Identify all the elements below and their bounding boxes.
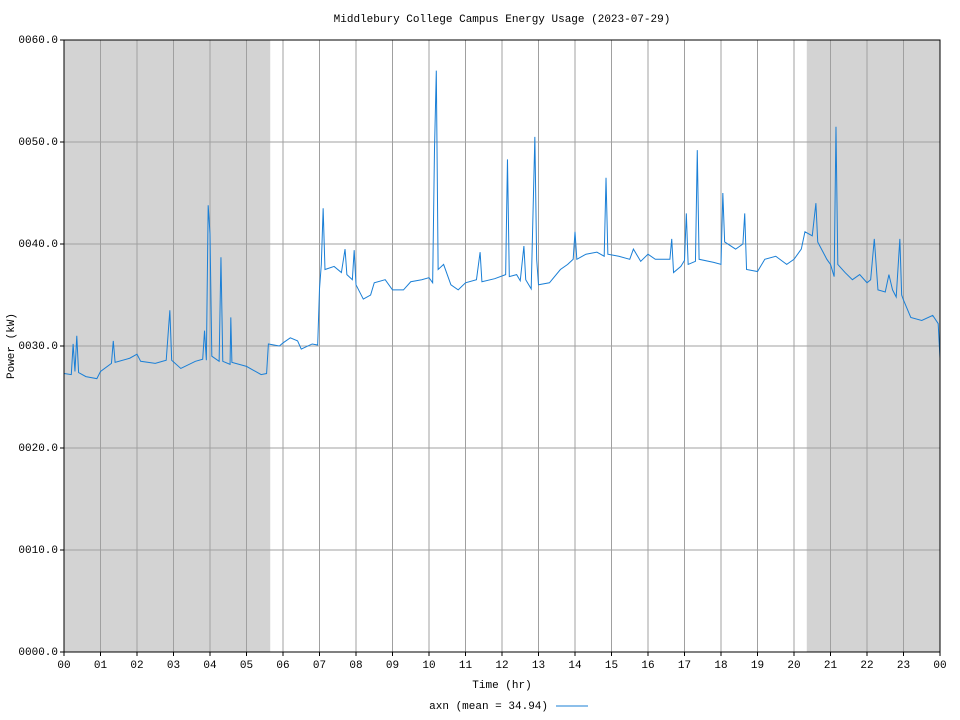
chart-title: Middlebury College Campus Energy Usage (… [334, 14, 671, 26]
x-axis-label: Time (hr) [472, 680, 531, 692]
x-tick-label: 00 [933, 660, 946, 672]
x-tick-label: 14 [568, 660, 582, 672]
x-tick-label: 06 [276, 660, 289, 672]
x-tick-label: 08 [349, 660, 362, 672]
x-tick-label: 16 [641, 660, 654, 672]
x-tick-label: 11 [459, 660, 473, 672]
x-tick-label: 12 [495, 660, 508, 672]
y-tick-label: 0000.0 [18, 647, 58, 659]
x-tick-label: 22 [860, 660, 873, 672]
x-tick-label: 07 [313, 660, 326, 672]
y-tick-label: 0040.0 [18, 239, 58, 251]
y-tick-label: 0010.0 [18, 545, 58, 557]
x-tick-label: 20 [787, 660, 800, 672]
legend-label: axn (mean = 34.94) [429, 701, 548, 713]
y-tick-label: 0060.0 [18, 35, 58, 47]
x-tick-label: 13 [532, 660, 545, 672]
x-tick-label: 10 [422, 660, 435, 672]
y-tick-label: 0050.0 [18, 137, 58, 149]
x-tick-label: 15 [605, 660, 618, 672]
y-tick-label: 0020.0 [18, 443, 58, 455]
x-tick-label: 19 [751, 660, 764, 672]
x-tick-label: 02 [130, 660, 143, 672]
data-line [63, 70, 941, 380]
x-tick-label: 17 [678, 660, 691, 672]
x-tick-label: 01 [94, 660, 108, 672]
x-tick-label: 00 [57, 660, 70, 672]
x-tick-label: 21 [824, 660, 838, 672]
x-tick-label: 03 [167, 660, 180, 672]
plot-border [63, 39, 941, 653]
y-axis-label: Power (kW) [6, 313, 18, 379]
x-tick-label: 09 [386, 660, 399, 672]
x-tick-label: 04 [203, 660, 217, 672]
x-tick-label: 05 [240, 660, 253, 672]
x-tick-label: 23 [897, 660, 910, 672]
x-tick-label: 18 [714, 660, 727, 672]
y-tick-label: 0030.0 [18, 341, 58, 353]
